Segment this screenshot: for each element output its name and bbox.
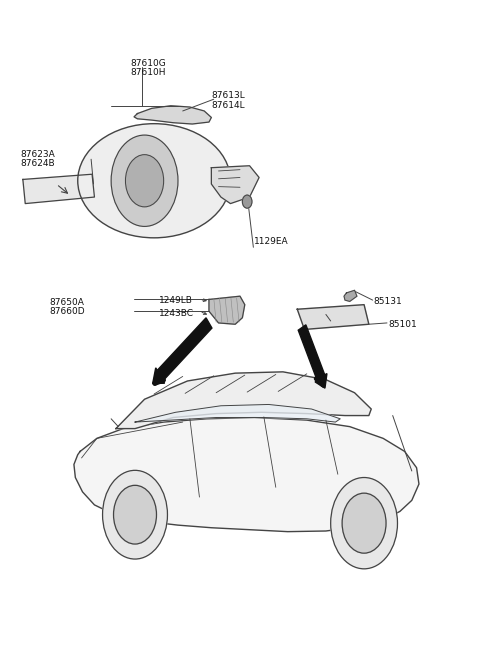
Circle shape: [242, 195, 252, 208]
Text: 87623A: 87623A: [21, 150, 55, 159]
Polygon shape: [344, 290, 357, 301]
Polygon shape: [135, 404, 340, 422]
Text: 1129EA: 1129EA: [254, 237, 289, 246]
Polygon shape: [23, 174, 95, 204]
Ellipse shape: [125, 155, 164, 207]
Circle shape: [331, 477, 397, 569]
Text: 87614L: 87614L: [211, 101, 245, 109]
FancyArrow shape: [298, 325, 327, 388]
Polygon shape: [297, 305, 369, 329]
Text: 85101: 85101: [388, 320, 417, 329]
Text: 87650A: 87650A: [49, 298, 84, 307]
Text: 87610H: 87610H: [130, 68, 166, 77]
Text: 1249LB: 1249LB: [159, 295, 193, 305]
Text: 85131: 85131: [373, 297, 402, 306]
FancyArrow shape: [153, 318, 212, 384]
Polygon shape: [134, 105, 211, 124]
Polygon shape: [209, 296, 245, 324]
Ellipse shape: [111, 135, 178, 227]
Circle shape: [103, 470, 168, 559]
Text: 87624B: 87624B: [21, 159, 55, 168]
Polygon shape: [211, 166, 259, 204]
Text: 1243BC: 1243BC: [159, 309, 194, 318]
Ellipse shape: [78, 124, 230, 238]
Text: 87660D: 87660D: [49, 307, 85, 316]
Circle shape: [342, 493, 386, 553]
Text: 87613L: 87613L: [211, 92, 245, 100]
Polygon shape: [74, 417, 419, 532]
Text: 87610G: 87610G: [130, 59, 166, 68]
Polygon shape: [116, 372, 371, 428]
Circle shape: [114, 485, 156, 544]
